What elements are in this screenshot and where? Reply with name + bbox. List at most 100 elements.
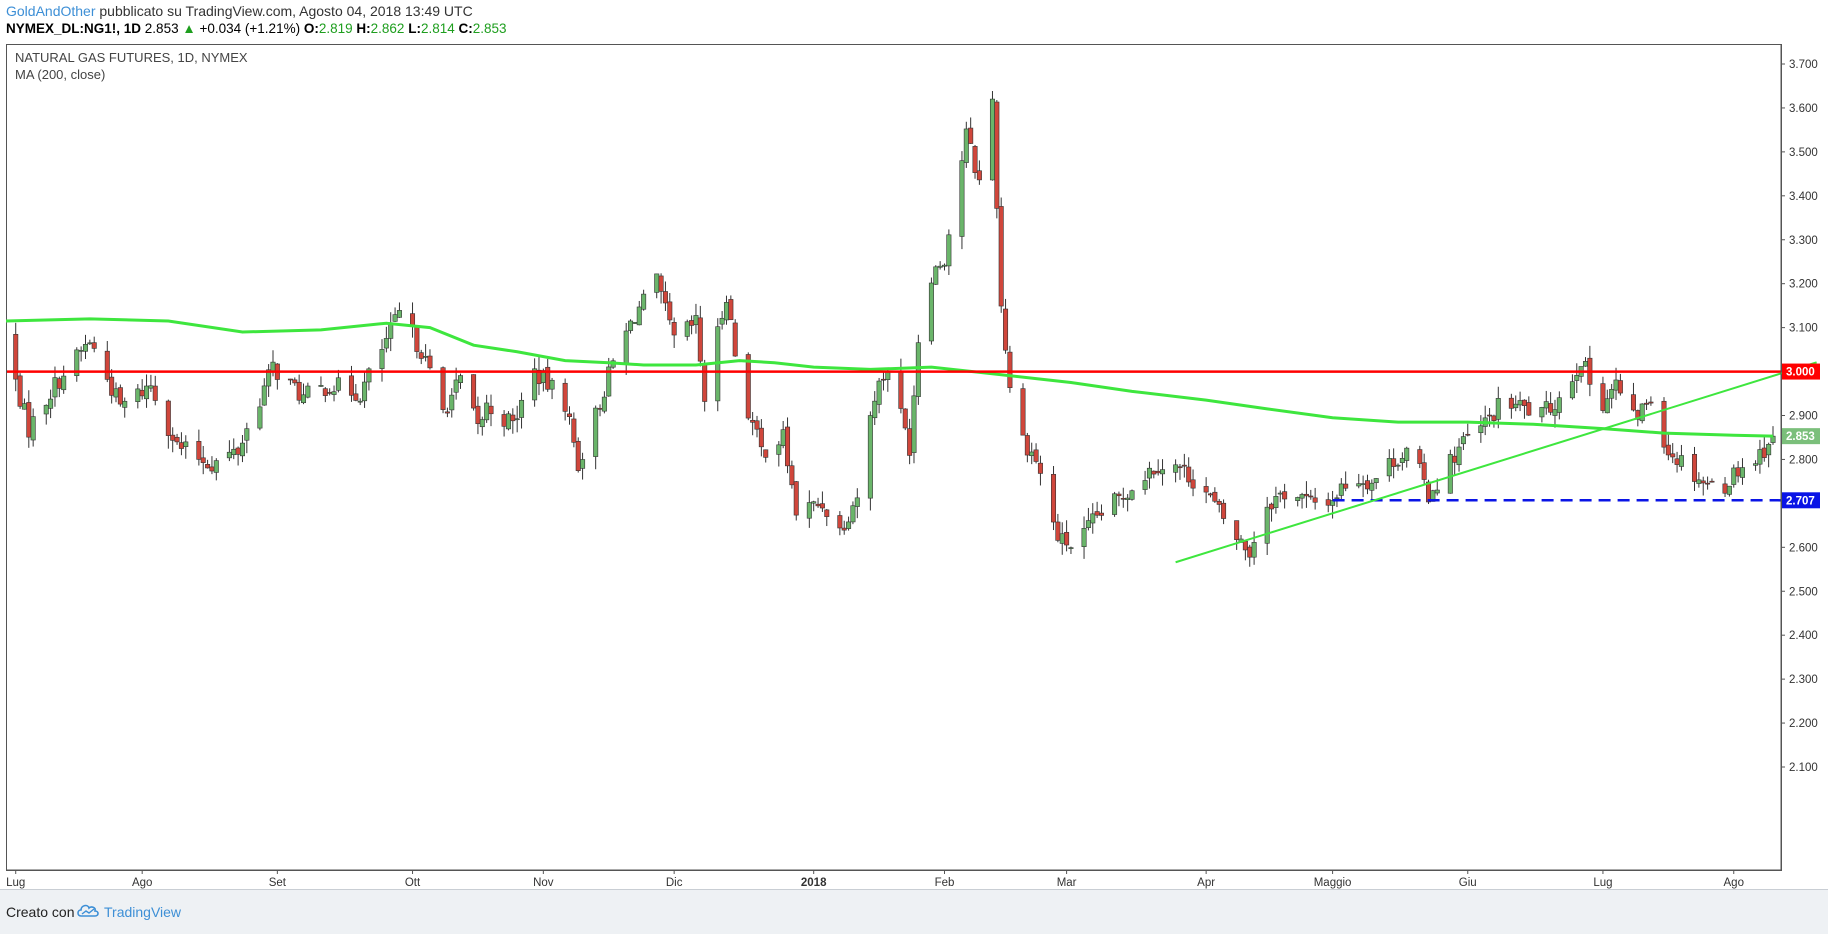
author-link[interactable]: GoldAndOther: [6, 3, 96, 19]
tradingview-link[interactable]: TradingView: [104, 904, 182, 920]
candle-body: [1181, 464, 1187, 467]
candle-body: [1508, 397, 1514, 409]
candle-body: [1552, 409, 1558, 416]
candle-body: [837, 515, 843, 529]
candle-body: [1373, 478, 1379, 484]
x-tick-label: 2018: [801, 877, 827, 889]
candle-body: [671, 321, 677, 336]
up-arrow-icon: ▲: [182, 21, 196, 36]
candle-body: [261, 385, 267, 406]
candle-body: [976, 170, 982, 181]
time-axis[interactable]: Lug Ago Set Ott Nov Dic 2018 Feb Mar Apr Maggio Giu…: [6, 869, 1781, 889]
low-value: 2.814: [420, 21, 455, 36]
candle-body: [697, 317, 703, 362]
candle-body: [257, 406, 263, 429]
x-tick-label: Lug: [6, 877, 25, 889]
candle-body: [1064, 532, 1070, 546]
candle-body: [728, 299, 734, 321]
candle-body: [1251, 542, 1257, 558]
candle-body: [1160, 469, 1166, 475]
candle-body: [989, 98, 995, 181]
candle-body: [48, 398, 54, 409]
low-label: L:: [408, 21, 421, 36]
candle-body: [754, 420, 760, 430]
candle-body: [117, 387, 123, 405]
candle-body: [1674, 458, 1680, 465]
candle-body: [872, 400, 878, 419]
candle-body: [488, 405, 494, 415]
candle-body: [1007, 351, 1013, 388]
candle-body: [785, 426, 791, 467]
candle-body: [392, 314, 398, 322]
candle-body: [1334, 497, 1340, 500]
candle-body: [322, 388, 328, 396]
candle-body: [1386, 458, 1392, 477]
candle-body: [1142, 480, 1148, 490]
candle-body: [1269, 503, 1275, 510]
price-chart[interactable]: 2.1002.2002.3002.4002.5002.6002.7002.800…: [6, 44, 1822, 889]
ma-200-line: [6, 317, 1774, 438]
candle-body: [514, 418, 520, 421]
y-tick-label: 2.600: [1789, 542, 1818, 554]
price-axis[interactable]: 2.1002.2002.3002.4002.5002.6002.7002.800…: [1780, 45, 1820, 870]
candle-body: [1033, 449, 1039, 462]
candle-body: [1338, 483, 1344, 496]
candle-body: [815, 503, 821, 507]
candle-body: [1521, 399, 1527, 406]
support-price-tag-box: [1782, 492, 1820, 509]
x-tick-label: Giu: [1459, 877, 1477, 889]
candle-body: [331, 391, 337, 395]
candle-body: [287, 378, 293, 381]
footer-bar: Creato con TradingView: [0, 889, 1828, 934]
candle-body: [1090, 513, 1096, 524]
x-tick-label: Set: [269, 877, 287, 889]
published-text: pubblicato su TradingView.com, Agosto 04…: [99, 3, 473, 19]
candle-body: [1399, 458, 1405, 463]
candle-body: [104, 350, 110, 380]
candle-body: [876, 380, 882, 405]
candle-body: [1556, 397, 1562, 413]
chart-area[interactable]: 2.1002.2002.3002.4002.5002.6002.7002.800…: [6, 44, 1822, 889]
candle-body: [693, 315, 699, 326]
x-tick-label: Dic: [666, 877, 683, 889]
candle-body: [1364, 480, 1370, 490]
candle-body: [457, 375, 463, 383]
y-tick-label: 2.100: [1789, 762, 1818, 774]
candle-body: [1709, 480, 1715, 483]
candle-body: [750, 419, 756, 423]
y-tick-label: 3.700: [1789, 59, 1818, 71]
candle-body: [305, 385, 311, 398]
candle-body: [1604, 398, 1610, 414]
candle-body: [1700, 480, 1706, 484]
candle-body: [1247, 546, 1253, 558]
x-tick-label: Lug: [1593, 877, 1612, 889]
candle-body: [1600, 383, 1606, 411]
candle-body: [87, 342, 93, 345]
candle-body: [1360, 483, 1366, 485]
candle-body: [1447, 454, 1453, 494]
candle-body: [1753, 463, 1759, 466]
candle-body: [1186, 466, 1192, 483]
candle-body: [1434, 489, 1440, 494]
y-tick-label: 2.200: [1789, 718, 1818, 730]
candle-body: [440, 367, 446, 410]
open-value: 2.819: [318, 21, 353, 36]
candle-body: [74, 349, 80, 376]
candle-body: [13, 334, 19, 380]
candle-body: [1421, 462, 1427, 480]
candle-body: [135, 388, 141, 403]
candle-body: [623, 330, 629, 364]
candle-body: [519, 399, 525, 418]
candle-body: [122, 400, 128, 408]
candle-body: [1766, 443, 1772, 456]
candle-body: [793, 481, 799, 516]
candle-body: [1177, 466, 1183, 469]
candle-body: [1173, 464, 1179, 473]
candle-body: [1644, 402, 1650, 405]
candle-body: [1059, 533, 1065, 544]
y-tick-label: 3.500: [1789, 147, 1818, 159]
candle-body: [959, 160, 965, 237]
candle-body: [1221, 502, 1227, 519]
candle-body: [1761, 447, 1767, 458]
candle-body: [1678, 455, 1684, 467]
